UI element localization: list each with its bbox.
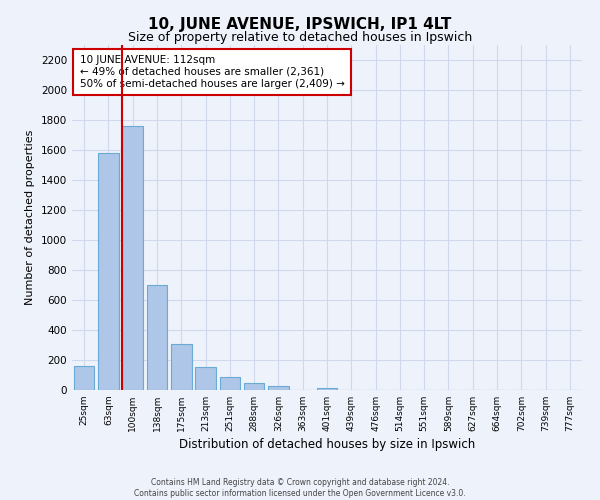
Bar <box>171 344 191 390</box>
X-axis label: Distribution of detached houses by size in Ipswich: Distribution of detached houses by size … <box>179 438 475 451</box>
Bar <box>268 386 289 390</box>
Bar <box>122 126 143 390</box>
Text: Size of property relative to detached houses in Ipswich: Size of property relative to detached ho… <box>128 31 472 44</box>
Bar <box>195 367 216 390</box>
Text: 10, JUNE AVENUE, IPSWICH, IP1 4LT: 10, JUNE AVENUE, IPSWICH, IP1 4LT <box>148 18 452 32</box>
Bar <box>317 388 337 390</box>
Bar <box>146 285 167 390</box>
Text: 10 JUNE AVENUE: 112sqm
← 49% of detached houses are smaller (2,361)
50% of semi-: 10 JUNE AVENUE: 112sqm ← 49% of detached… <box>80 56 344 88</box>
Text: Contains HM Land Registry data © Crown copyright and database right 2024.
Contai: Contains HM Land Registry data © Crown c… <box>134 478 466 498</box>
Y-axis label: Number of detached properties: Number of detached properties <box>25 130 35 305</box>
Bar <box>220 378 240 390</box>
Bar <box>244 382 265 390</box>
Bar <box>98 153 119 390</box>
Bar <box>74 366 94 390</box>
